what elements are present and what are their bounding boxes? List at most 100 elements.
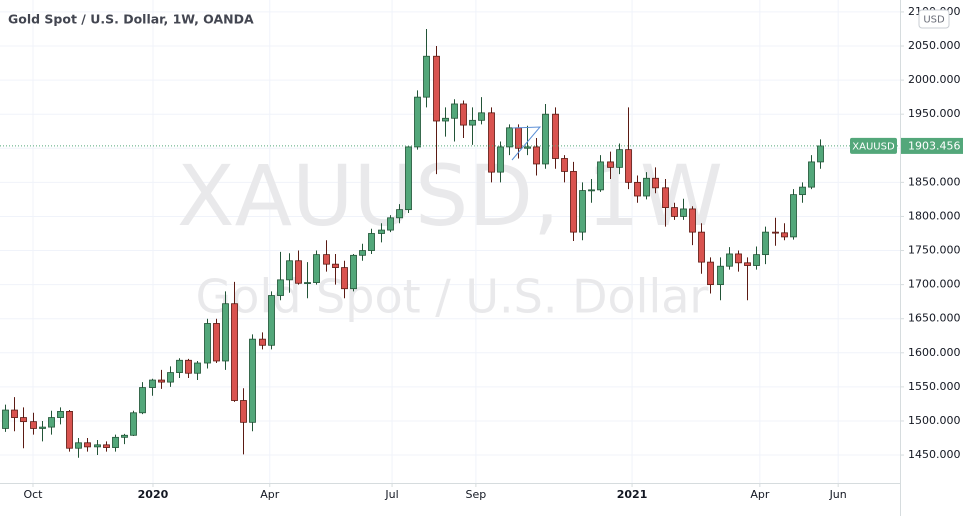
grid [0,0,900,483]
candle-body [652,177,659,189]
currency-box[interactable] [918,9,950,29]
x-tick-label: Sep [466,488,487,501]
y-tick-label: 1950.000 [908,107,961,120]
candle-body [259,338,266,346]
candle-body [451,103,458,119]
candle-body [726,253,733,267]
candle-body [268,295,275,346]
candle-body [671,207,678,217]
candle-body [66,411,73,449]
candle-body [368,233,375,251]
x-tick-label: 2021 [617,488,648,501]
candle-body [185,359,192,374]
candle-body [579,190,586,233]
candle-body [433,55,440,122]
candle-body [689,208,696,233]
candle-body [2,409,9,429]
candle-body [506,127,513,148]
symbol-badge [850,137,897,154]
candle-body [359,250,366,256]
candle-body [442,117,449,122]
candle-body [112,436,119,448]
candle-body [20,417,27,423]
candle-body [240,400,247,423]
candle-body [817,145,824,163]
candle-body [167,372,174,383]
candle-body [753,254,760,266]
candle-body [707,261,714,286]
candle-body [350,254,357,290]
candle-body [781,232,788,238]
candle-body [103,444,110,448]
symbol-label: XAUUSD [852,141,895,152]
candle-body [11,409,18,418]
y-tick-label: 1600.000 [908,346,961,359]
candle-body [286,260,293,281]
candle-body [735,253,742,264]
candle-body [570,171,577,233]
candle-body [39,426,46,429]
candle-body [524,146,531,149]
candle-body [222,303,229,362]
x-tick-label: Jul [384,488,398,501]
candle-body [488,112,495,173]
candle-body [387,217,394,231]
candle-body [515,127,522,149]
candle-body [378,229,385,234]
candle-body [48,417,55,428]
last-price-label: 1903.456 [908,139,961,152]
y-tick-label: 1850.000 [908,175,961,188]
y-tick-label: 1450.000 [908,448,961,461]
watermark: XAUUSD, 1W [177,147,723,245]
y-tick-label: 2000.000 [908,73,961,86]
candle-body [662,187,669,208]
candle-body [790,194,797,238]
candle-body [396,209,403,219]
axes: 1450.000 1500.000 1550.000 1600.000 1650.000… [23,5,963,501]
candle-body [680,208,687,217]
y-tick-label: 2050.000 [908,39,961,52]
candle-body [460,103,467,126]
x-tick-label: 2020 [138,488,169,501]
candle-body [552,113,559,159]
candle-body [634,181,641,197]
candle-body [717,265,724,286]
candle-body [231,303,238,401]
candle-body [139,387,146,414]
candle-body [542,113,549,165]
candle-body [762,231,769,256]
y-tick-label: 1750.000 [908,244,961,257]
candle-body [799,186,806,196]
candle-body [295,260,302,284]
candle-body [414,96,421,148]
candle-body [149,379,156,388]
candle-body [625,149,632,183]
candle-body [744,262,751,266]
candle-body [304,282,311,284]
candle-body [643,177,650,197]
candle-body [323,254,330,265]
candle-body [213,323,220,362]
candle-body [616,149,623,168]
candle-body [277,279,284,296]
candles [0,28,900,458]
candle-body [561,158,568,172]
x-tick-label: Apr [260,488,280,501]
last-price-badge [901,137,963,154]
watermark-subtitle: Gold Spot / U.S. Dollar [196,270,709,324]
y-tick-label: 1700.000 [908,278,961,291]
pattern-drawing [511,126,542,161]
candle-body [469,119,476,126]
candle-body [478,112,485,121]
candle-body [698,231,705,263]
candle-body [75,442,82,449]
candle-body [332,263,339,268]
candle-body [84,442,91,448]
candle-body [423,55,430,98]
candle-body [313,254,320,283]
currency-label[interactable]: USD [923,15,945,26]
candle-body [30,421,37,429]
candle-body [158,379,165,383]
candle-body [597,161,604,191]
candle-body [405,146,412,211]
